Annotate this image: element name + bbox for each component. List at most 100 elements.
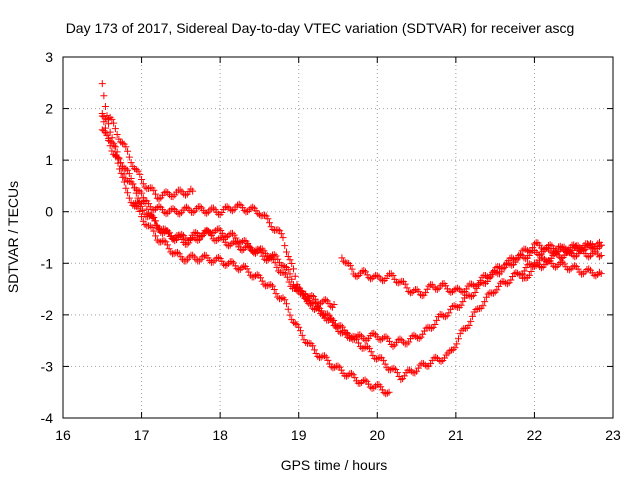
data-point: [263, 282, 271, 290]
data-point: [342, 328, 350, 336]
data-point: [386, 337, 394, 345]
data-point: [283, 273, 291, 281]
data-point: [165, 245, 173, 253]
y-tick-label: 3: [45, 49, 53, 65]
data-point: [467, 317, 475, 325]
x-tick-label: 19: [291, 427, 307, 443]
data-point: [108, 115, 116, 123]
data-point: [420, 327, 428, 335]
data-point: [401, 280, 409, 288]
data-point: [365, 380, 373, 388]
data-point: [482, 293, 490, 301]
data-point: [253, 271, 261, 279]
data-point: [117, 169, 125, 177]
data-point: [520, 267, 528, 275]
series-track-5: [130, 199, 338, 311]
data-point: [274, 226, 282, 234]
data-point: [330, 317, 338, 325]
data-point: [493, 286, 501, 294]
data-point: [522, 255, 530, 263]
data-point: [546, 241, 554, 249]
data-point: [484, 290, 492, 298]
data-point: [296, 327, 304, 335]
data-point: [410, 287, 418, 295]
data-point: [245, 243, 253, 251]
data-point: [286, 256, 294, 264]
data-point: [269, 256, 277, 264]
data-point: [475, 305, 483, 313]
data-point: [430, 354, 438, 362]
data-point: [238, 246, 246, 254]
data-point: [405, 287, 413, 295]
data-point: [101, 128, 109, 136]
data-point: [145, 200, 153, 208]
series-track-6: [338, 239, 605, 300]
data-point: [501, 263, 509, 271]
data-point: [453, 340, 461, 348]
data-point: [585, 265, 593, 273]
data-point: [368, 274, 376, 282]
data-point: [273, 263, 281, 271]
data-point: [532, 259, 540, 267]
data-point: [377, 383, 385, 391]
data-point: [489, 270, 497, 278]
data-point: [214, 253, 222, 261]
data-point: [387, 270, 395, 278]
data-point: [103, 132, 111, 140]
data-point: [340, 257, 348, 265]
data-point: [101, 102, 109, 110]
data-point: [150, 186, 158, 194]
data-point: [291, 272, 299, 280]
data-point: [210, 228, 218, 236]
data-point: [431, 321, 439, 329]
data-point: [370, 329, 378, 337]
data-point: [565, 266, 573, 274]
data-point: [432, 353, 440, 361]
data-point: [281, 263, 289, 271]
data-point: [437, 357, 445, 365]
data-point: [199, 253, 207, 261]
data-point: [240, 206, 248, 214]
data-point: [468, 293, 476, 301]
data-point: [347, 369, 355, 377]
data-point: [192, 228, 200, 236]
data-point: [450, 286, 458, 294]
data-point: [381, 360, 389, 368]
data-point: [294, 283, 302, 291]
data-point: [197, 233, 205, 241]
data-point: [359, 377, 367, 385]
data-point: [215, 225, 223, 233]
data-point: [338, 254, 346, 262]
data-point: [571, 253, 579, 261]
data-point: [516, 250, 524, 258]
data-point: [134, 194, 142, 202]
data-point: [141, 221, 149, 229]
grid: [63, 57, 613, 418]
data-point: [146, 222, 154, 230]
data-point: [441, 354, 449, 362]
data-point: [489, 289, 497, 297]
data-point: [141, 183, 149, 191]
data-point: [194, 236, 202, 244]
data-point: [182, 203, 190, 211]
data-point: [223, 261, 231, 269]
data-point: [461, 324, 469, 332]
data-point: [228, 257, 236, 265]
data-point: [277, 230, 285, 238]
data-point: [133, 199, 141, 207]
data-point: [415, 335, 423, 343]
y-tick-label: -4: [41, 410, 54, 426]
data-point: [364, 343, 372, 351]
data-point: [122, 165, 130, 173]
x-tick-label: 16: [55, 427, 71, 443]
data-point: [312, 350, 320, 358]
data-point: [508, 261, 516, 269]
data-point: [244, 208, 252, 216]
data-point: [324, 356, 332, 364]
data-point: [411, 369, 419, 377]
data-point: [302, 339, 310, 347]
data-point: [337, 322, 345, 330]
data-point: [296, 284, 304, 292]
data-point: [105, 115, 113, 123]
data-point: [382, 333, 390, 341]
